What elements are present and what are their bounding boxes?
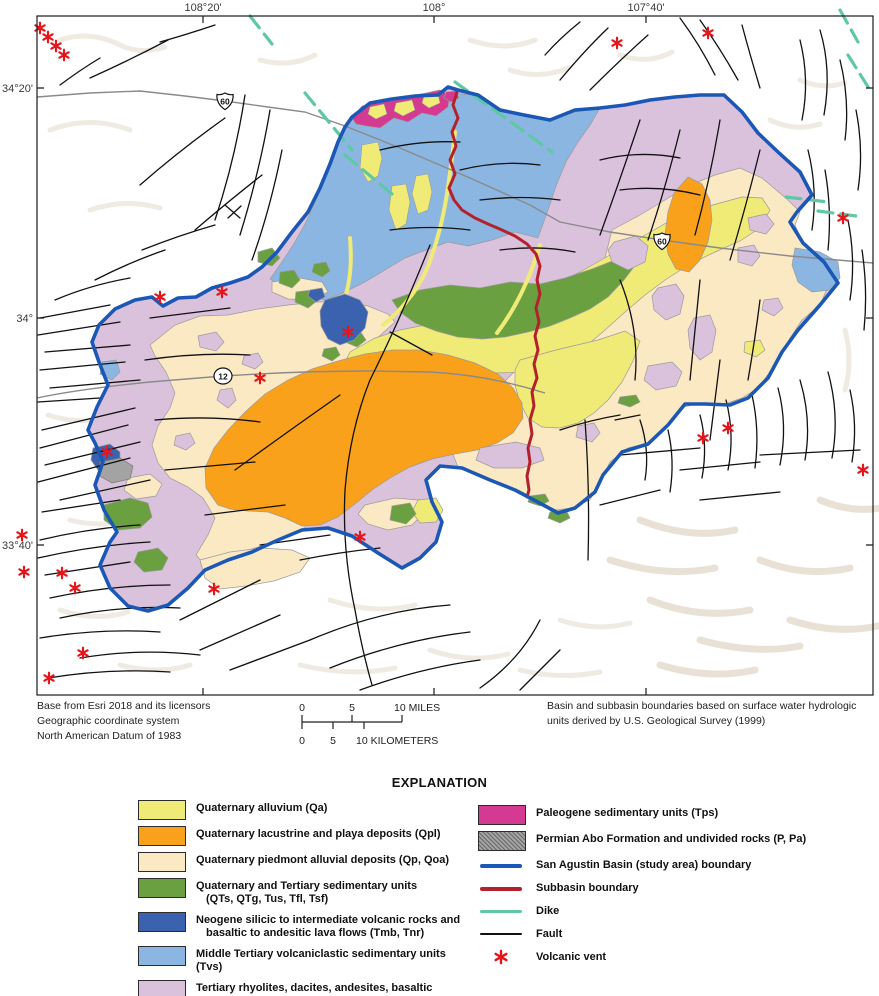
legend-item-qpl: Quaternary lacustrine and playa deposits… (138, 825, 468, 846)
legend-right-column: Paleogene sedimentary units (Tps) Permia… (478, 804, 873, 971)
base-credit: Base from Esri 2018 and its licensors Ge… (37, 700, 210, 742)
basin-note-line-1: Basin and subbasin boundaries based on s… (547, 700, 856, 712)
map-neatline (36, 15, 874, 696)
lon-label-108: 108° (423, 2, 446, 14)
legend-swatch-qa (138, 800, 186, 820)
nm-12-road (36, 370, 546, 399)
legend-label: basaltic to andesitic lava flows (Tmb, T… (206, 927, 425, 939)
hillshade-mountains (606, 496, 879, 678)
legend-label: (QTs, QTg, Tus, Tfl, Tsf) (206, 893, 329, 905)
legend-swatch-permian (478, 831, 526, 851)
legend-item-dike: Dike (478, 902, 873, 920)
scale-miles-10: 10 MILES (394, 702, 440, 714)
legend-label: Middle Tertiary volcaniclastic sedimenta… (196, 948, 446, 973)
base-credit-line-3: North American Datum of 1983 (37, 730, 181, 742)
volcanic-vent-icon (478, 948, 524, 966)
subbasin-boundary (447, 90, 542, 499)
dike-lines (248, 8, 872, 218)
legend-item-permian: Permian Abo Formation and undivided rock… (478, 830, 873, 851)
lat-label-33-40: 33°40' (2, 540, 33, 552)
us-60-shield-west: 60 (216, 92, 234, 111)
legend-label: Quaternary and Tertiary sedimentary unit… (196, 880, 418, 892)
unit-quaternary-lacustrine-playa (204, 176, 713, 527)
basin-boundary (86, 85, 840, 613)
legend-item-tps: Paleogene sedimentary units (Tps) (478, 804, 873, 825)
fault-lines (37, 17, 867, 691)
legend-item-subbasin-boundary: Subbasin boundary (478, 879, 873, 897)
basin-note-line-2: units derived by U.S. Geological Survey … (547, 715, 765, 727)
lon-label-107-40: 107°40' (627, 2, 664, 14)
legend-label: Tertiary rhyolites, dacites, andesites, … (196, 982, 433, 996)
legend-label: Volcanic vent (536, 951, 607, 963)
legend-label: Neogene silicic to intermediate volcanic… (196, 914, 461, 926)
legend-label: Paleogene sedimentary units (Tps) (536, 807, 719, 819)
unit-quaternary-tertiary-sedimentary (103, 247, 641, 573)
scale-km-10: 10 KILOMETERS (356, 735, 438, 747)
legend-label: Quaternary lacustrine and playa deposits… (196, 828, 441, 840)
legend-swatch-tmb (138, 912, 186, 932)
legend-item-tmb-tnr: Neogene silicic to intermediate volcanic… (138, 911, 468, 940)
base-credit-line-1: Base from Esri 2018 and its licensors (37, 700, 210, 712)
base-credit-line-2: Geographic coordinate system (37, 715, 180, 727)
geologic-map: 60 60 12 108°20' 108° 107°40' 34°20' 34°… (2, 2, 879, 747)
legend-item-qa: Quaternary alluvium (Qa) (138, 799, 468, 820)
fault-key-line (478, 925, 524, 943)
legend-label: Quaternary alluvium (Qa) (196, 802, 328, 814)
legend-item-basin-boundary: San Agustin Basin (study area) boundary (478, 856, 873, 874)
legend-swatch-qpl (138, 826, 186, 846)
legend-label: Permian Abo Formation and undivided rock… (536, 833, 807, 845)
legend-item-volcanic-vent: Volcanic vent (478, 948, 873, 966)
legend-item-tvs: Middle Tertiary volcaniclastic sedimenta… (138, 945, 468, 974)
legend-label: Subbasin boundary (536, 882, 639, 894)
scale-miles-5: 5 (349, 702, 355, 714)
scale-bar (301, 715, 403, 729)
legend-swatch-rhyolites (138, 980, 186, 996)
us-60-shield-east: 60 (653, 232, 671, 251)
legend-label: Fault (536, 928, 563, 940)
lat-label-34-20: 34°20' (2, 83, 33, 95)
us-60-road (36, 90, 874, 264)
legend-swatch-tps (478, 805, 526, 825)
legend-swatch-tvs (138, 946, 186, 966)
basin-source-note: Basin and subbasin boundaries based on s… (547, 700, 856, 727)
legend-label: Quaternary piedmont alluvial deposits (Q… (196, 854, 450, 866)
lat-label-34: 34° (16, 313, 33, 325)
unit-alluvium-channels (342, 130, 542, 335)
legend-left-column: Quaternary alluvium (Qa) Quaternary lacu… (138, 799, 468, 996)
nm-12-route-marker: 12 (213, 367, 233, 385)
legend-label: San Agustin Basin (study area) boundary (536, 859, 752, 871)
legend-title: EXPLANATION (391, 775, 488, 790)
scale-miles-0: 0 (299, 702, 305, 714)
legend-label: Dike (536, 905, 560, 917)
nm-12-route-marker-label: 12 (218, 372, 228, 382)
lon-label-108-20: 108°20' (184, 2, 221, 14)
scale-km-5: 5 (330, 735, 336, 747)
highways (36, 90, 874, 399)
dike-key-line (478, 902, 524, 920)
us-60-shield-west-label: 60 (220, 97, 230, 107)
basin-boundary-key-line (478, 856, 524, 874)
graticule-ticks (37, 16, 873, 695)
us-60-shield-east-label: 60 (657, 237, 667, 247)
hillshade-texture (45, 33, 852, 679)
legend-item-tertiary-rhyolites: Tertiary rhyolites, dacites, andesites, … (138, 979, 468, 996)
legend-swatch-qp (138, 852, 186, 872)
unit-alluvium-in-tps (367, 93, 441, 120)
legend-item-qp-qoa: Quaternary piedmont alluvial deposits (Q… (138, 851, 468, 872)
legend-item-fault: Fault (478, 925, 873, 943)
legend-item-qts: Quaternary and Tertiary sedimentary unit… (138, 877, 468, 906)
scale-km-0: 0 (299, 735, 305, 747)
legend-swatch-qts (138, 878, 186, 898)
subbasin-boundary-key-line (478, 879, 524, 897)
